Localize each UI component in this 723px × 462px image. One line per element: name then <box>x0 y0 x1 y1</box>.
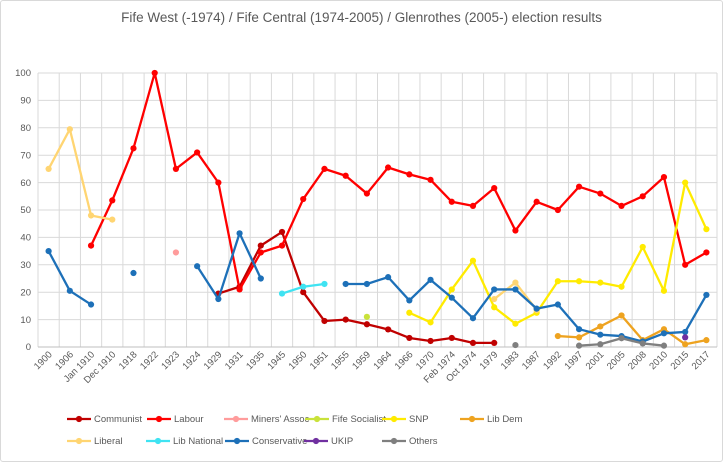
legend-item-ukip: UKIP <box>303 435 353 447</box>
svg-text:1922: 1922 <box>138 349 161 372</box>
ukip-line-marker-icon <box>304 437 328 445</box>
svg-text:1935: 1935 <box>244 349 267 372</box>
svg-text:1987: 1987 <box>520 349 543 372</box>
svg-text:100: 100 <box>15 68 31 79</box>
lib-national-line-marker-icon <box>146 437 170 445</box>
fife-socialist-line-marker-icon <box>305 415 329 423</box>
svg-text:2017: 2017 <box>690 349 713 372</box>
svg-text:1955: 1955 <box>329 349 352 372</box>
svg-text:70: 70 <box>20 150 31 161</box>
legend-item-fife-socialist: Fife Socialist <box>304 413 386 425</box>
conservative-line-marker-icon <box>225 437 249 445</box>
series-miners-assoc <box>172 249 180 256</box>
labour-line-marker-icon <box>147 415 171 423</box>
svg-text:1950: 1950 <box>287 349 310 372</box>
legend-item-snp: SNP <box>381 413 429 425</box>
svg-text:10: 10 <box>20 315 31 326</box>
svg-text:1929: 1929 <box>202 349 225 372</box>
svg-text:1966: 1966 <box>393 349 416 372</box>
svg-text:2015: 2015 <box>669 349 692 372</box>
svg-text:90: 90 <box>20 96 31 107</box>
svg-text:0: 0 <box>26 342 31 353</box>
svg-text:60: 60 <box>20 178 31 189</box>
svg-text:1951: 1951 <box>308 349 331 372</box>
svg-text:2008: 2008 <box>626 349 649 372</box>
legend-item-liberal: Liberal <box>66 435 123 447</box>
miners-assoc-line-marker-icon <box>224 415 248 423</box>
svg-text:1931: 1931 <box>223 349 246 372</box>
svg-text:1918: 1918 <box>117 349 140 372</box>
svg-text:1992: 1992 <box>541 349 564 372</box>
legend-item-miners-assoc: Miners' Assoc <box>223 413 309 425</box>
others-line-marker-icon <box>382 437 406 445</box>
legend-item-communist: Communist <box>66 413 142 425</box>
snp-line-marker-icon <box>382 415 406 423</box>
svg-text:1997: 1997 <box>562 349 585 372</box>
svg-text:2010: 2010 <box>647 349 670 372</box>
svg-text:1945: 1945 <box>265 349 288 372</box>
svg-text:30: 30 <box>20 260 31 271</box>
series-fife-socialist <box>363 313 370 320</box>
legend-item-labour: Labour <box>146 413 204 425</box>
communist-line-marker-icon <box>67 415 91 423</box>
legend-item-others: Others <box>381 435 438 447</box>
svg-text:1964: 1964 <box>372 349 395 372</box>
series-communist <box>215 228 498 346</box>
series-lib-national <box>278 280 328 297</box>
svg-text:2005: 2005 <box>605 349 628 372</box>
series-conservative <box>45 230 710 345</box>
gridlines <box>37 72 718 348</box>
series-ukip <box>682 334 689 341</box>
lib-dem-line-marker-icon <box>460 415 484 423</box>
series-others <box>512 335 668 349</box>
svg-text:1923: 1923 <box>159 349 182 372</box>
svg-text:1979: 1979 <box>478 349 501 372</box>
svg-text:40: 40 <box>20 233 31 244</box>
svg-text:1959: 1959 <box>350 349 373 372</box>
chart-title: Fife West (-1974) / Fife Central (1974-2… <box>121 10 602 25</box>
svg-text:20: 20 <box>20 287 31 298</box>
svg-text:50: 50 <box>20 205 31 216</box>
y-axis-labels: 0 10 20 30 40 50 60 70 80 90 100 <box>15 68 31 353</box>
svg-text:1983: 1983 <box>499 349 522 372</box>
series-labour <box>87 69 710 293</box>
legend-item-conservative: Conservative <box>224 435 307 447</box>
svg-text:1900: 1900 <box>32 349 55 372</box>
legend-item-lib-dem: Lib Dem <box>459 413 522 425</box>
liberal-line-marker-icon <box>67 437 91 445</box>
legend-item-lib-national: Lib National <box>145 435 223 447</box>
svg-text:80: 80 <box>20 123 31 134</box>
svg-text:2001: 2001 <box>584 349 607 372</box>
svg-text:1924: 1924 <box>181 349 204 372</box>
